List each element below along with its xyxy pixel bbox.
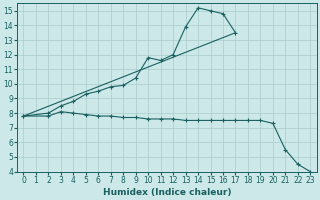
- X-axis label: Humidex (Indice chaleur): Humidex (Indice chaleur): [103, 188, 231, 197]
